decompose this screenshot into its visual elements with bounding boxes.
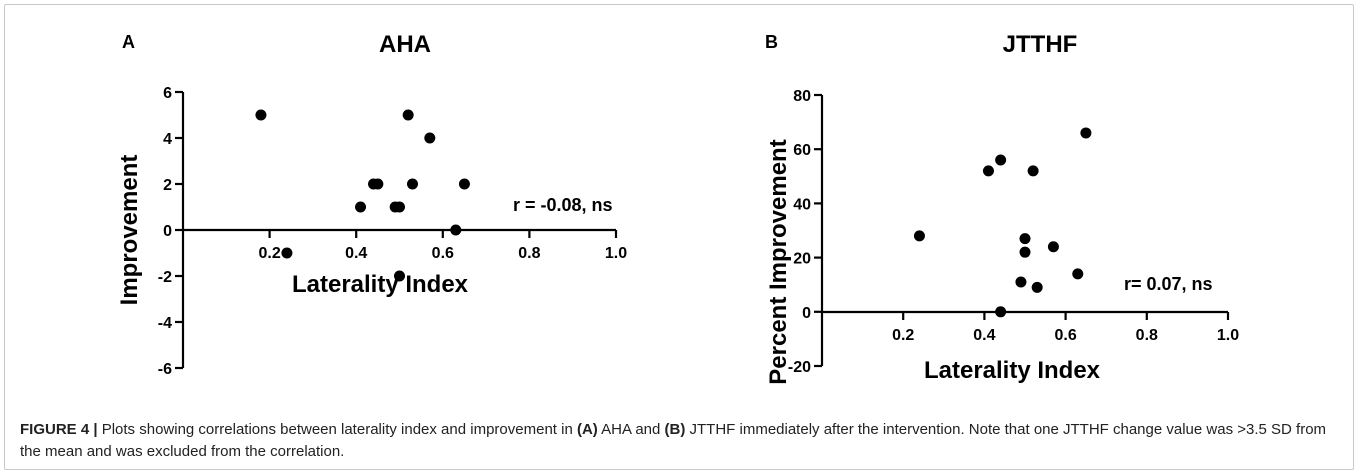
panel-a-point-4 (372, 178, 384, 190)
panel-a-point-8 (402, 109, 414, 121)
panel-b-xtick-label-2: 0.6 (1054, 327, 1076, 344)
panel-a-xlabel: Laterality Index (292, 271, 469, 298)
panel-a-xtick-label-0: 0.2 (258, 245, 280, 262)
caption-label: FIGURE 4 | (20, 421, 98, 438)
panel-b-point-8 (1031, 281, 1043, 293)
panel-b-xtick-label-0: 0.2 (892, 327, 914, 344)
caption-ref-b: (B) (664, 421, 686, 438)
figure-frame (4, 4, 1354, 470)
panel-a-point-2 (355, 201, 367, 213)
panel-a-ytick-label-2: 2 (163, 177, 172, 194)
panel-a-ytick-label-0: 6 (163, 85, 172, 102)
panel-a-annotation: r = -0.08, ns (513, 195, 613, 215)
panel-a-ytick-label-4: -2 (158, 269, 172, 286)
panel-b-points (913, 127, 1092, 318)
panel-b-title: JTTHF (1003, 31, 1078, 58)
panel-a-xtick-label-3: 0.8 (518, 245, 540, 262)
panel-b-point-2 (995, 154, 1007, 166)
caption-text-3: JTTHF immediately after the intervention… (20, 421, 1327, 460)
panel-b-xlabel: Laterality Index (924, 357, 1101, 384)
panel-b-xtick-label-4: 1.0 (1217, 327, 1239, 344)
caption-ref-a: (A) (576, 421, 598, 438)
panel-a-point-10 (424, 132, 436, 144)
panel-b-ytick-label-4: 0 (802, 305, 811, 322)
panel-b-annotation: r= 0.07, ns (1124, 274, 1213, 294)
panel-b-point-10 (1072, 268, 1084, 280)
panel-a-xtick-label-2: 0.6 (432, 245, 454, 262)
panel-a-point-6 (394, 201, 405, 213)
figure-canvas: A AHA Improvement Laterality Index r = -… (116, 31, 1239, 385)
panel-b-ylabel: Percent Improvement (765, 139, 792, 384)
panel-b-point-3 (995, 306, 1007, 318)
panel-a-point-9 (406, 178, 418, 190)
panel-b-point-4 (1015, 276, 1027, 288)
panel-a-ytick-label-5: -4 (158, 315, 172, 332)
caption-text-1: Plots showing correlations between later… (97, 421, 577, 438)
panel-a-point-12 (458, 178, 470, 190)
panel-b-point-1 (982, 165, 994, 177)
panel-b-point-0 (913, 230, 925, 242)
figure-caption: FIGURE 4 | Plots showing correlations be… (20, 419, 1340, 463)
panel-a-point-1 (281, 247, 293, 259)
panel-a-ytick-label-3: 0 (163, 223, 172, 240)
panel-b-ytick-label-3: 20 (793, 251, 811, 268)
panel-a-points (255, 109, 470, 282)
panel-a-letter: A (122, 32, 135, 52)
panel-b-ytick-label-0: 80 (793, 88, 811, 105)
panel-b-axes: 80 60 40 20 0 -20 0.2 0.4 0.6 0.8 1.0 (788, 88, 1239, 376)
panel-a-point-11 (450, 224, 462, 236)
panel-b-point-7 (1027, 165, 1039, 177)
panel-a: A AHA Improvement Laterality Index r = -… (116, 31, 627, 378)
panel-a-point-7 (394, 270, 405, 282)
panel-b-point-5 (1019, 233, 1031, 245)
panel-a-point-0 (255, 109, 267, 121)
panel-b-point-11 (1080, 127, 1092, 139)
panel-b-ytick-label-2: 40 (793, 196, 811, 213)
panel-b-point-9 (1047, 241, 1059, 253)
panel-b-xtick-label-3: 0.8 (1136, 327, 1158, 344)
panel-a-ylabel: Improvement (116, 155, 143, 306)
panel-b-xtick-label-1: 0.4 (973, 327, 995, 344)
panel-a-ytick-label-6: -6 (158, 361, 172, 378)
panel-a-title: AHA (379, 31, 431, 58)
panel-b: B JTTHF Percent Improvement Laterality I… (765, 31, 1239, 385)
panel-a-xtick-label-4: 1.0 (605, 245, 627, 262)
panel-b-letter: B (765, 32, 778, 52)
panel-a-axes: 6 4 2 0 -2 -4 -6 0.2 0.4 0.6 0.8 1.0 (158, 85, 627, 378)
panel-b-ytick-label-5: -20 (788, 359, 811, 376)
panel-b-ytick-label-1: 60 (793, 142, 811, 159)
caption-text-2: AHA and (597, 421, 665, 438)
panel-a-xtick-label-1: 0.4 (345, 245, 367, 262)
panel-b-point-6 (1019, 246, 1031, 258)
panel-a-ytick-label-1: 4 (163, 131, 172, 148)
